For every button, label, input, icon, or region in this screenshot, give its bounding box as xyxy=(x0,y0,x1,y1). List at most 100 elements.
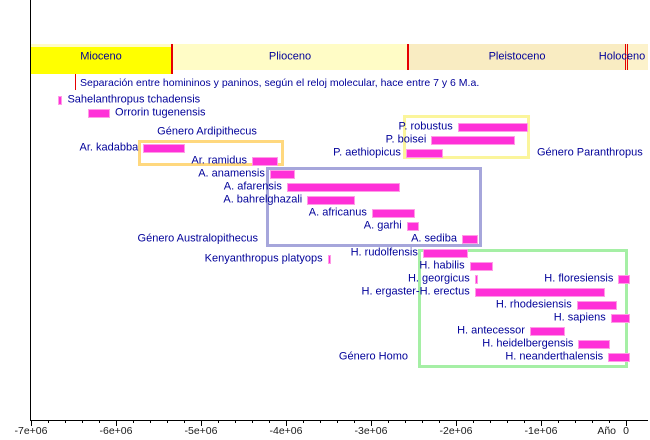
x-minor-tick xyxy=(575,420,576,423)
x-major-tick xyxy=(31,420,32,426)
x-major-tick xyxy=(286,420,287,426)
species-label-orrorin-tugenensis: Orrorin tugenensis xyxy=(115,106,206,119)
separation-note: Separación entre homininos y paninos, se… xyxy=(80,77,480,89)
epoch-boundary-line-0 xyxy=(171,44,173,74)
species-bar-h-rhodesiensis xyxy=(576,300,617,310)
x-minor-tick xyxy=(252,420,253,423)
y-axis-line xyxy=(30,0,31,421)
species-label-p-aethiopicus: P. aethiopicus xyxy=(333,146,401,159)
x-minor-tick xyxy=(303,420,304,423)
x-major-tick xyxy=(116,420,117,426)
species-bar-p-robustus xyxy=(457,122,529,132)
species-bar-h-neanderthalensis xyxy=(608,352,631,362)
species-bar-h-habilis xyxy=(469,261,494,271)
group-label-g-nero-australopithecus: Género Australopithecus xyxy=(137,232,258,245)
x-major-tick xyxy=(626,420,627,426)
species-bar-a-bahrelghazali xyxy=(307,195,355,205)
epoch-boundary-line-3 xyxy=(626,44,629,70)
epoch-boundary-line-1 xyxy=(407,44,409,70)
species-label-h-georgicus: H. georgicus xyxy=(407,272,470,285)
x-minor-tick xyxy=(133,420,134,423)
epoch-segment-plioceno xyxy=(172,44,408,70)
species-bar-a-anamensis xyxy=(269,169,296,179)
x-minor-tick xyxy=(82,420,83,423)
species-label-a-afarensis: A. afarensis xyxy=(223,180,282,193)
species-label-ar-ramidus: Ar. ramidus xyxy=(191,154,247,167)
x-minor-tick xyxy=(388,420,389,423)
x-minor-tick xyxy=(558,420,559,423)
species-bar-h-floresiensis xyxy=(618,274,631,284)
x-minor-tick xyxy=(592,420,593,423)
species-bar-h-antecessor xyxy=(529,326,565,336)
x-tick-label: -1e+06 xyxy=(524,425,558,437)
x-minor-tick xyxy=(354,420,355,423)
species-label-ar-kadabba: Ar. kadabba xyxy=(79,141,139,154)
x-minor-tick xyxy=(524,420,525,423)
x-minor-tick xyxy=(405,420,406,423)
separation-marker-line xyxy=(74,61,76,90)
x-minor-tick xyxy=(490,420,491,423)
species-bar-kenyanthropus-platyops xyxy=(327,254,332,264)
species-bar-a-sediba xyxy=(461,234,479,244)
species-bar-h-rudolfensis xyxy=(422,248,468,258)
species-label-a-sediba: A. sediba xyxy=(411,232,457,245)
x-minor-tick xyxy=(439,420,440,423)
x-tick-label: 0 xyxy=(623,425,629,437)
epoch-label-pleistoceno: Pleistoceno xyxy=(488,50,546,63)
x-axis-title: Año xyxy=(597,425,616,437)
x-minor-tick xyxy=(99,420,100,423)
species-label-h-rudolfensis: H. rudolfensis xyxy=(350,246,418,259)
group-label-g-nero-paranthropus: Género Paranthropus xyxy=(537,146,643,159)
x-minor-tick xyxy=(235,420,236,423)
x-minor-tick xyxy=(337,420,338,423)
species-label-h-floresiensis: H. floresiensis xyxy=(544,272,614,285)
species-bar-h-georgicus xyxy=(474,274,479,284)
species-bar-a-garhi xyxy=(406,221,419,231)
species-label-h-rhodesiensis: H. rhodesiensis xyxy=(495,298,572,311)
epoch-boundary-line-2 xyxy=(624,44,627,70)
x-major-tick xyxy=(201,420,202,426)
x-major-tick xyxy=(541,420,542,426)
x-minor-tick xyxy=(473,420,474,423)
x-tick-label: -6e+06 xyxy=(99,425,133,437)
species-label-h-antecessor: H. antecessor xyxy=(457,324,525,337)
species-label-a-africanus: A. africanus xyxy=(308,206,367,219)
x-tick-label: -7e+06 xyxy=(14,425,48,437)
group-box-g-nero-homo xyxy=(418,249,628,368)
x-major-tick xyxy=(371,420,372,426)
x-minor-tick xyxy=(184,420,185,423)
group-label-g-nero-ardipithecus: Género Ardipithecus xyxy=(157,125,257,138)
group-box-g-nero-australopithecus xyxy=(266,167,482,247)
x-minor-tick xyxy=(507,420,508,423)
epoch-highlight-mioceno xyxy=(30,47,173,74)
x-tick-label: -3e+06 xyxy=(354,425,388,437)
x-tick-label: -5e+06 xyxy=(184,425,218,437)
x-minor-tick xyxy=(167,420,168,423)
species-label-a-bahrelghazali: A. bahrelghazali xyxy=(223,193,303,206)
species-label-h-heidelbergensis: H. heidelbergensis xyxy=(482,337,574,350)
x-minor-tick xyxy=(422,420,423,423)
species-bar-h-heidelbergensis xyxy=(578,339,610,349)
species-bar-ar-ramidus xyxy=(252,156,278,166)
species-label-h-habilis: H. habilis xyxy=(419,259,465,272)
epoch-segment-holoceno xyxy=(627,44,649,70)
species-bar-a-africanus xyxy=(371,208,416,218)
species-bar-p-boisei xyxy=(431,135,515,145)
species-bar-p-aethiopicus xyxy=(405,148,444,158)
species-label-p-boisei: P. boisei xyxy=(385,133,427,146)
epoch-segment-pleistoceno xyxy=(407,44,627,70)
x-minor-tick xyxy=(609,420,610,423)
species-label-a-anamensis: A. anamensis xyxy=(198,167,265,180)
group-box-g-nero-paranthropus xyxy=(403,115,530,159)
species-label-h-sapiens: H. sapiens xyxy=(553,311,606,324)
species-label-a-garhi: A. garhi xyxy=(363,219,402,232)
species-bar-h-sapiens xyxy=(610,313,631,323)
group-box-g-nero-ardipithecus xyxy=(138,140,284,166)
group-label-g-nero-homo: Género Homo xyxy=(338,350,408,363)
x-tick-label: -4e+06 xyxy=(269,425,303,437)
species-bar-ar-kadabba xyxy=(143,143,185,153)
x-minor-tick xyxy=(48,420,49,423)
epoch-label-mioceno: Mioceno xyxy=(80,50,122,63)
x-minor-tick xyxy=(218,420,219,423)
